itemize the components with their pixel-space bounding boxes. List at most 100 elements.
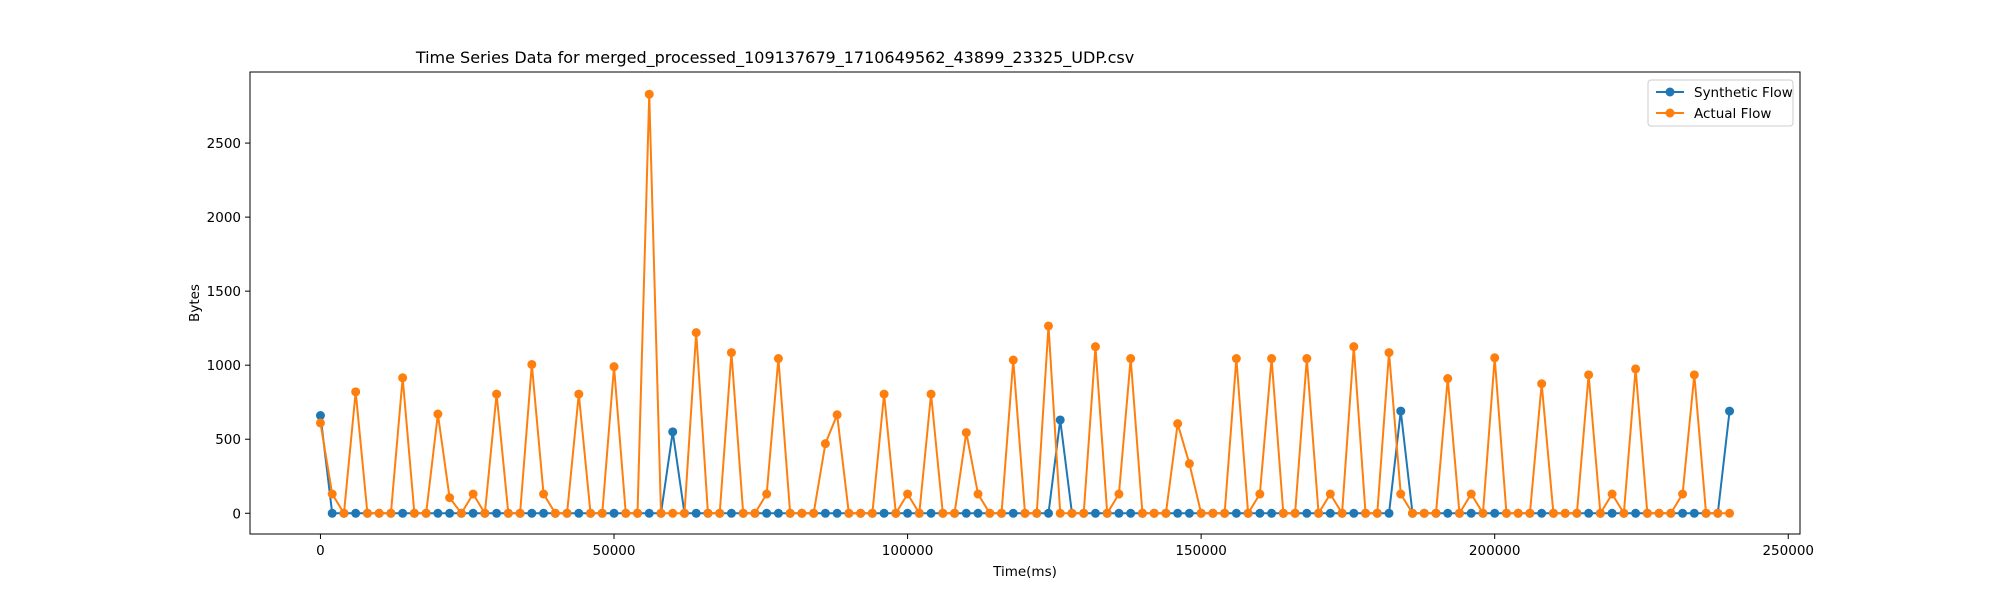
chart-title: Time Series Data for merged_processed_10…	[415, 48, 1134, 68]
actual-flow-point	[621, 508, 631, 518]
synthetic-flow-point	[327, 508, 337, 518]
actual-flow-point	[456, 508, 466, 518]
synthetic-flow-point	[1384, 508, 1394, 518]
actual-flow-point	[703, 508, 713, 518]
y-tick-label: 2500	[207, 136, 241, 152]
actual-flow-point	[938, 508, 948, 518]
actual-flow-point	[1725, 508, 1735, 518]
actual-flow-point	[1513, 508, 1523, 518]
actual-flow-point	[985, 508, 995, 518]
actual-flow-point	[644, 89, 654, 99]
synthetic-flow-point	[1725, 406, 1735, 416]
synthetic-flow-point	[398, 508, 408, 518]
synthetic-flow-point	[973, 508, 983, 518]
actual-flow-point	[1361, 508, 1371, 518]
actual-flow-point	[1184, 459, 1194, 469]
synthetic-flow-point	[539, 508, 549, 518]
actual-flow-point	[609, 362, 619, 372]
actual-flow-point	[1572, 508, 1582, 518]
actual-flow-point	[1408, 508, 1417, 518]
actual-flow-point	[1501, 508, 1511, 518]
actual-flow-point	[844, 508, 854, 518]
actual-flow-point	[679, 508, 689, 518]
synthetic-flow-point	[691, 508, 701, 518]
x-tick-label: 200000	[1469, 543, 1521, 559]
actual-flow-point	[339, 508, 349, 518]
synthetic-flow-point	[1466, 508, 1476, 518]
legend-frame	[1647, 79, 1794, 127]
synthetic-flow-point	[832, 508, 842, 518]
actual-flow-point	[527, 359, 537, 369]
synthetic-flow-point	[879, 508, 889, 518]
synthetic-flow-point	[609, 508, 619, 518]
actual-flow-point	[1490, 353, 1500, 363]
synthetic-flow-point	[1267, 508, 1277, 518]
actual-flow-series	[315, 89, 1735, 518]
actual-flow-point	[856, 508, 866, 518]
actual-flow-point	[1161, 508, 1171, 518]
synthetic-flow-point	[351, 508, 361, 518]
y-axis: 0 500 1000 1500 2000 2500	[207, 136, 250, 522]
actual-flow-point	[926, 389, 936, 399]
actual-flow-point	[1278, 508, 1288, 518]
plot-frame	[249, 71, 1801, 535]
actual-flow-point	[1384, 348, 1394, 358]
actual-flow-point	[1302, 354, 1312, 364]
synthetic-flow-point	[492, 508, 502, 518]
actual-flow-point	[1149, 508, 1159, 518]
actual-flow-point	[1584, 370, 1594, 380]
actual-flow-point	[715, 508, 725, 518]
actual-flow-point	[1631, 364, 1641, 374]
synthetic-flow-legend-label: Synthetic Flow	[1694, 85, 1793, 101]
actual-flow-point	[315, 418, 325, 428]
plot-series-group	[315, 89, 1735, 518]
y-tick-label: 2000	[207, 210, 241, 226]
actual-flow-point	[1701, 508, 1711, 518]
actual-flow-point	[1396, 489, 1406, 499]
actual-flow-point	[515, 508, 525, 518]
synthetic-flow-point	[1584, 508, 1594, 518]
actual-flow-point	[1102, 508, 1112, 518]
actual-flow-point	[1419, 508, 1429, 518]
actual-flow-point	[961, 428, 971, 438]
actual-flow-legend-label: Actual Flow	[1694, 106, 1771, 122]
actual-flow-point	[550, 508, 560, 518]
actual-flow-point	[1713, 508, 1723, 518]
actual-flow-point	[468, 489, 478, 499]
synthetic-flow-point	[527, 508, 537, 518]
synthetic-flow-point	[1043, 508, 1053, 518]
actual-flow-point	[421, 508, 431, 518]
actual-flow-point	[1619, 508, 1629, 518]
synthetic-flow-point	[1055, 415, 1065, 425]
actual-flow-point	[539, 489, 549, 499]
actual-flow-point	[891, 508, 901, 518]
actual-flow-point	[726, 348, 736, 358]
actual-flow-point	[750, 508, 760, 518]
actual-flow-point	[691, 328, 701, 338]
actual-flow-point	[492, 389, 502, 399]
actual-flow-point	[1595, 508, 1605, 518]
synthetic-flow-point	[903, 508, 913, 518]
actual-flow-point	[1454, 508, 1464, 518]
legend: Synthetic Flow Actual Flow	[1647, 79, 1794, 127]
actual-flow-point	[1008, 355, 1018, 365]
synthetic-flow-point	[1396, 406, 1406, 416]
synthetic-flow-legend-marker	[1665, 87, 1675, 97]
actual-flow-point	[867, 508, 877, 518]
synthetic-flow-point	[1631, 508, 1641, 518]
synthetic-flow-point	[1443, 508, 1453, 518]
actual-flow-point	[386, 508, 396, 518]
synthetic-flow-point	[1173, 508, 1183, 518]
actual-flow-point	[668, 508, 678, 518]
actual-flow-point	[1043, 321, 1053, 331]
synthetic-flow-point	[726, 508, 736, 518]
synthetic-flow-point	[468, 508, 478, 518]
actual-flow-point	[1372, 508, 1382, 518]
x-axis-label: Time(ms)	[992, 564, 1057, 580]
actual-flow-point	[1126, 354, 1136, 364]
synthetic-flow-point	[926, 508, 936, 518]
actual-flow-point	[738, 508, 748, 518]
actual-flow-point	[785, 508, 795, 518]
synthetic-flow-point	[574, 508, 584, 518]
y-tick-label: 500	[215, 432, 241, 448]
